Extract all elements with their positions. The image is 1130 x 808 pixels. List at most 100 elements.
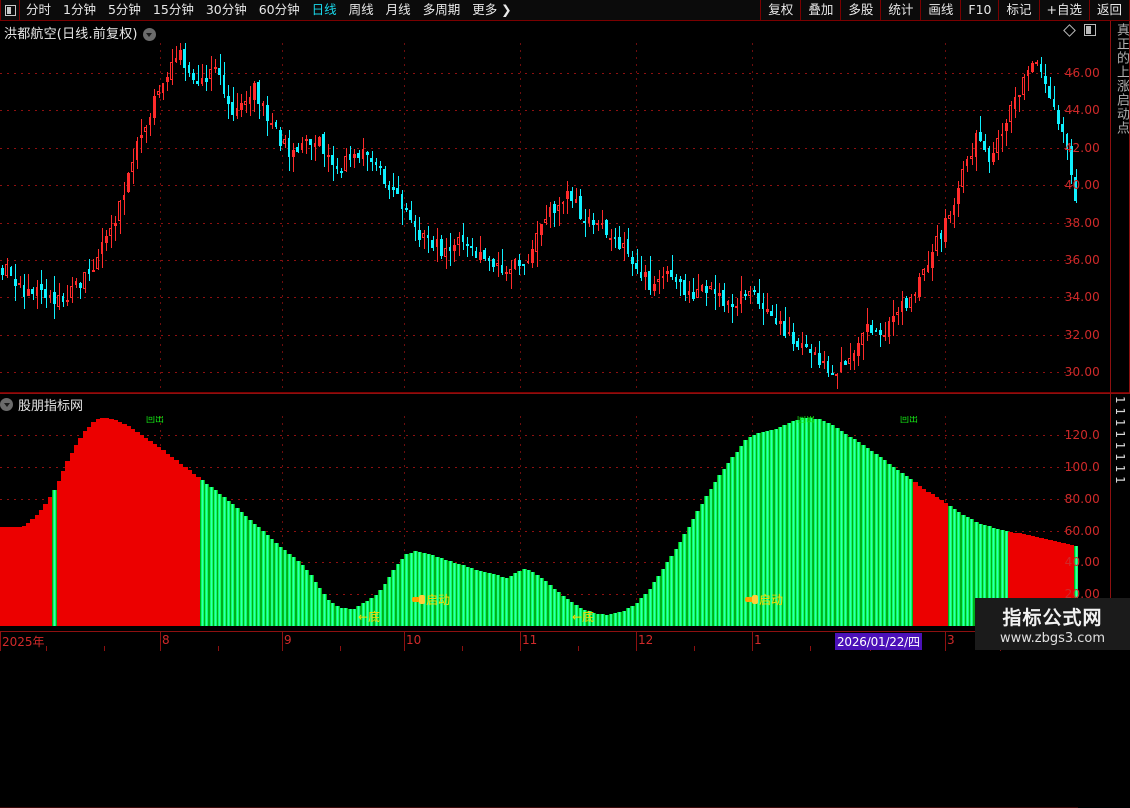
indicator-bar <box>299 564 305 626</box>
candle-wick <box>254 81 255 112</box>
candle-body <box>605 220 608 236</box>
candle-wick <box>776 303 777 326</box>
candle-body <box>131 161 134 173</box>
indicator-bar <box>591 613 597 626</box>
indicator-bar <box>891 466 897 626</box>
period-tab-7[interactable]: 周线 <box>348 1 374 17</box>
candle-wick <box>415 215 416 241</box>
indicator-bar <box>0 527 5 626</box>
price-gridline <box>0 110 1078 112</box>
period-tab-4[interactable]: 30分钟 <box>205 1 247 17</box>
indicator-bar <box>221 497 227 626</box>
toolbar-action-3[interactable]: 统计 <box>880 0 920 20</box>
indicator-bar <box>60 470 66 626</box>
candle-wick <box>528 253 529 264</box>
candle-body <box>639 271 643 278</box>
candle-body <box>983 141 986 150</box>
square-icon[interactable] <box>1084 24 1096 36</box>
candle-wick <box>1032 61 1033 74</box>
candle-body <box>709 285 713 290</box>
indicator-bar <box>482 572 488 626</box>
period-tab-8[interactable]: 月线 <box>385 1 411 17</box>
toolbar-action-2[interactable]: 多股 <box>840 0 880 20</box>
date-minor-tick <box>218 646 219 651</box>
candle-body <box>804 344 808 347</box>
candle-body <box>583 220 586 223</box>
candle-body <box>696 288 699 299</box>
candle-body <box>118 201 121 221</box>
indicator-bar <box>91 422 97 626</box>
indicator-bar <box>65 461 71 626</box>
qidong-marker: 启动 <box>412 591 450 608</box>
candle-wick <box>741 276 742 313</box>
candle-body <box>31 288 34 294</box>
candle-body <box>996 137 999 153</box>
candle-body <box>896 312 899 315</box>
period-tab-6[interactable]: 日线 <box>311 1 337 17</box>
indicator-bar <box>404 554 410 626</box>
period-tab-5[interactable]: 60分钟 <box>258 1 300 17</box>
candle-body <box>1009 105 1012 123</box>
toolbar-action-0[interactable]: 复权 <box>760 0 800 20</box>
price-plot-area[interactable] <box>0 43 1078 391</box>
date-tick-label: 9 <box>284 633 292 647</box>
indicator-bar <box>126 426 131 626</box>
indicator-plot-area[interactable]: 回出 回出 回出 启动 启动 ←底 ←底 <box>0 416 1078 626</box>
indicator-vgridline <box>404 416 405 626</box>
toolbar-action-1[interactable]: 叠加 <box>800 0 840 20</box>
chevron-down-circle-icon[interactable] <box>0 397 13 411</box>
candle-body <box>261 102 265 107</box>
period-tab-2[interactable]: 5分钟 <box>107 1 141 17</box>
candle-body <box>396 187 400 194</box>
candle-body <box>931 252 934 268</box>
candle-wick <box>898 307 899 326</box>
panel-toggle-icon[interactable] <box>0 0 20 20</box>
candle-body <box>483 249 486 260</box>
candle-body <box>448 247 452 251</box>
candle-wick <box>641 256 642 281</box>
period-tab-9[interactable]: 多周期 <box>422 1 461 17</box>
chevron-down-circle-icon[interactable] <box>142 27 156 41</box>
price-vgridline <box>752 43 753 391</box>
toolbar-action-8[interactable]: 返回 <box>1088 0 1130 20</box>
date-tick-label: 2025年 <box>2 635 45 649</box>
selected-date-badge[interactable]: 2026/01/22/四 <box>835 633 922 650</box>
candle-wick <box>919 272 920 302</box>
candle-body <box>44 289 47 298</box>
candle-body <box>965 159 969 166</box>
period-tab-0[interactable]: 分时 <box>26 1 52 17</box>
toolbar-action-5[interactable]: F10 <box>960 0 998 20</box>
indicator-bar <box>904 475 910 626</box>
candle-wick <box>654 276 655 296</box>
indicator-bar <box>686 526 692 626</box>
indicator-bar <box>252 523 258 626</box>
candle-body <box>648 271 652 291</box>
candle-body <box>405 208 408 210</box>
period-tab-10[interactable]: 更多 ❯ <box>472 1 512 17</box>
toolbar-action-6[interactable]: 标记 <box>998 0 1038 20</box>
candle-wick <box>272 113 273 130</box>
indicator-bar <box>539 577 544 626</box>
indicator-bar <box>326 599 331 626</box>
candle-wick <box>598 219 599 231</box>
indicator-bar <box>508 575 514 626</box>
indicator-bar <box>243 515 249 626</box>
indicator-bar <box>499 576 505 626</box>
indicator-bar <box>339 607 344 626</box>
candle-body <box>531 248 534 264</box>
toolbar-action-4[interactable]: 画线 <box>920 0 960 20</box>
candle-wick <box>837 373 838 389</box>
diamond-icon[interactable] <box>1063 23 1076 37</box>
period-tab-3[interactable]: 15分钟 <box>152 1 194 17</box>
toolbar-action-7[interactable]: +自选 <box>1038 0 1089 20</box>
period-tab-1[interactable]: 1分钟 <box>63 1 96 17</box>
price-gridline <box>0 147 1078 149</box>
indicator-bar <box>34 515 40 626</box>
candle-wick <box>106 230 107 252</box>
candle-body <box>265 105 269 122</box>
indicator-bar <box>708 488 714 626</box>
candle-body <box>18 283 21 285</box>
date-minor-tick <box>810 646 811 651</box>
indicator-bar <box>969 519 975 626</box>
indicator-bar <box>43 503 49 626</box>
